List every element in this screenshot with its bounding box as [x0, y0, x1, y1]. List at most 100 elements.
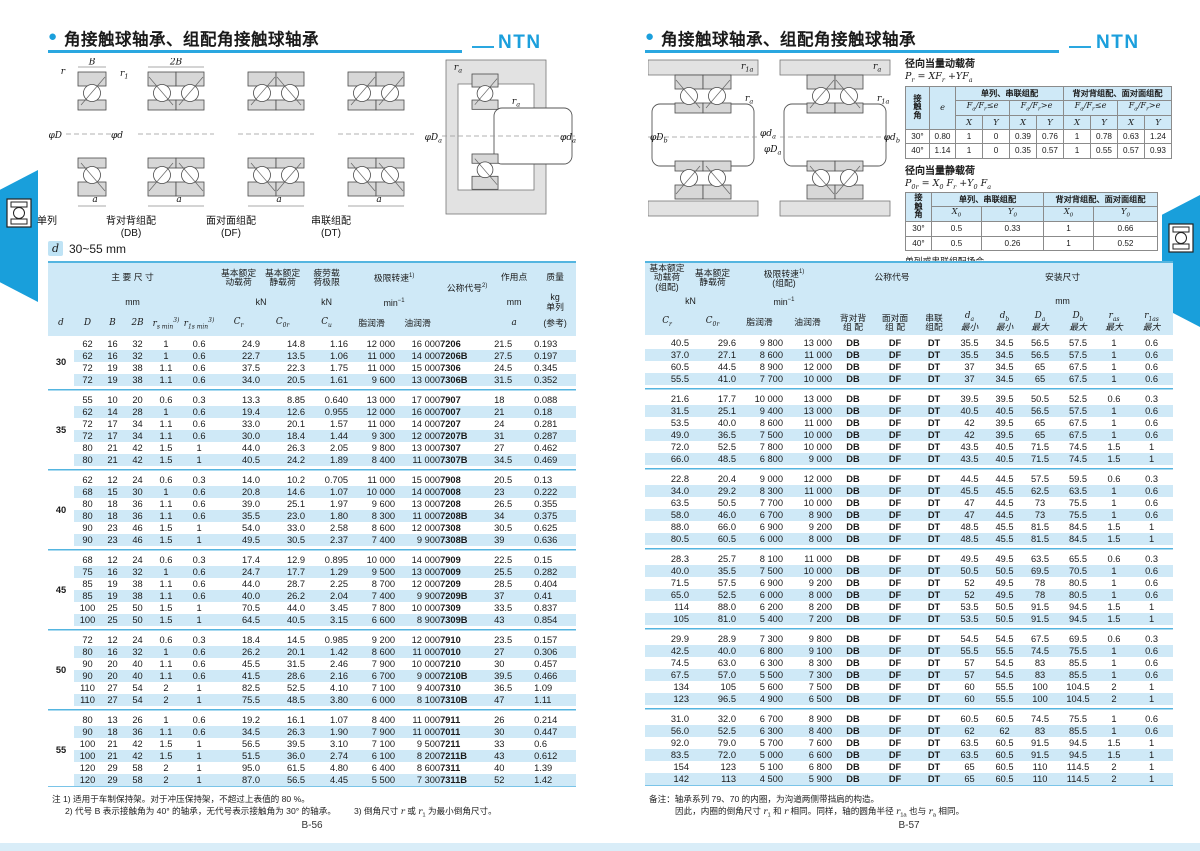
bearing-row: 58.0 46.0 6 700 8 900 DB DF DT 47 44.5 73 75.5 1 0.6 — [645, 509, 1174, 521]
bearing-row: 21.6 17.7 10 000 13 000 DB DF DT 39.5 39.5 50.5 52… — [670, 394, 1158, 404]
bore-diameter: 50 — [55, 665, 67, 675]
bearing-row: 120 29 58 2 1 87.0 56.5 4.45 5 500 7 300 7311B 52 1.… — [48, 774, 577, 787]
bearing-code: 7210B — [440, 671, 468, 681]
bearing-row: 90 18 36 1.1 0.6 34.5 26.3 1.90 7 900 11 000 7011 3… — [48, 726, 577, 738]
bearing-row: 90 23 46 1.5 1 49.5 30.5 2.37 7 400 9 900 7308B 39 0… — [48, 534, 577, 546]
bearing-row: 31.5 25.1 9 400 13 000 DB DF DT 40.5 40.5 56.5 57.… — [645, 405, 1174, 417]
svg-text:φDb​: φDb​ — [650, 133, 668, 145]
bearing-row: 42.5 40.0 6 800 9 100 DB DF DT 55.5 55.5 74.5 75.5… — [645, 645, 1174, 657]
bearing-row: 80 21 42 1.5 1 44.0 26.3 2.05 9 800 13 000 7307 27 0… — [82, 443, 558, 453]
title-rule — [645, 50, 1059, 53]
svg-text:ra​: ra​ — [745, 94, 753, 106]
brand-logo: NTN — [498, 32, 542, 53]
bottom-bar — [0, 843, 1200, 851]
bearing-code: 7011 — [440, 727, 461, 737]
svg-text:φd: φd — [111, 131, 123, 141]
bearing-row: 134 105 5 600 7 500 DB DF DT 60 55.5 100 104.5 2 1 — [673, 682, 1155, 692]
bearing-row: 34.0 29.2 8 300 11 000 DB DF DT 45.5 45.5 62.5 63.… — [645, 485, 1174, 497]
brand-logo: NTN — [1096, 32, 1140, 53]
bearing-row: 37.0 27.1 8 600 11 000 DB DF DT 35.5 34.5 56.5 57.… — [645, 349, 1174, 361]
bearing-icon — [1168, 223, 1194, 258]
mounting-diagrams: r1a​ ra​ φDb​ φda​ ra​ r1a​ φDa​ φdb​ — [648, 59, 900, 217]
bearing-row: 80 21 42 1.5 1 40.5 24.2 1.89 8 400 11 000 7307B 34… — [48, 454, 577, 466]
bearing-code: 7208B — [440, 511, 468, 521]
bearing-code: 7008 — [440, 487, 461, 497]
bearing-table-left: 主 要 尺 寸基本额定 动载荷 基本额定 静载荷 疲劳载 荷极限 极限转速1) 公称代号2) 作… — [48, 261, 577, 787]
bearing-row: 120 29 58 2 1 95.0 61.5 4.80 6 400 8 600 7311 40 1.3… — [79, 763, 553, 773]
footnotes-right: 备注：轴承系列 79、70 的内圈，为沟道两侧带挡肩的构造。 因此，内圈的倒角尺… — [649, 794, 965, 819]
bearing-row: 80 18 36 1.1 0.6 39.0 25.1 1.97 9 600 13 000 7208 2… — [82, 499, 558, 509]
bearing-row: 50 72 12 24 0.6 0.3 18.4 14.5 0.985 9 200 12 000 79… — [48, 634, 576, 675]
bearing-row: 72 17 34 1.1 0.6 30.0 18.4 1.44 9 300 12 000 7207B… — [48, 430, 577, 442]
bearing-code: 7210 — [440, 659, 461, 669]
bearing-code: 7309 — [440, 603, 461, 613]
svg-text:ra​: ra​ — [873, 62, 881, 74]
bearing-row: 90 20 40 1.1 0.6 45.5 31.5 2.46 7 900 10 000 7210 3… — [82, 659, 558, 669]
bearing-row: 80 16 32 1 0.6 26.2 20.1 1.42 8 600 11 000 7010 27 0… — [48, 646, 577, 658]
bearing-row: 100 25 50 1.5 1 64.5 40.5 3.15 6 600 8 900 7309B 43… — [48, 614, 577, 626]
static-load-formula: P0r = X0 Fr +Y0 Fa — [905, 177, 992, 191]
bearing-code: 7207B — [440, 431, 468, 441]
caption-df: 面对面组配 (DF) — [206, 216, 256, 239]
bearing-row: 90 20 40 1.1 0.6 41.5 28.6 2.16 6 700 9 000 7210B 3… — [48, 670, 577, 682]
bearing-code: 7307 — [440, 443, 461, 453]
svg-text:φD: φD — [48, 131, 62, 141]
page-title: 角接触球轴承、组配角接触球轴承 — [64, 31, 319, 49]
svg-text:r1a​: r1a​ — [877, 94, 889, 106]
bearing-row: 53.5 40.0 8 600 11 000 DB DF DT 42 39.5 65 67.5 1 0.… — [670, 418, 1158, 428]
bearing-row: 65.0 52.5 6 000 8 000 DB DF DT 52 49.5 78 80.5 1 0.6 — [645, 589, 1174, 601]
bearing-code: 7306B — [440, 375, 468, 385]
bearing-row: 80 18 36 1.1 0.6 35.5 23.0 1.80 8 300 11 000 7208B… — [48, 510, 577, 522]
bearing-row: 71.5 57.5 6 900 9 200 DB DF DT 52 49.5 78 80.5 1 0.6 — [670, 578, 1158, 588]
bearing-code: 7910 — [440, 635, 461, 645]
page-number-right: B-57 — [898, 820, 920, 831]
bearing-row: 123 96.5 4 900 6 500 DB DF DT 60 55.5 100 104.5 2 1 — [645, 693, 1174, 705]
footnotes-left: 注 1) 适用于车制保持架。对于冲压保持架，不超过上表值的 80 %。 2) 代… — [52, 794, 497, 819]
caption-dt: 串联组配 (DT) — [311, 216, 351, 239]
bearing-row: 29.9 28.9 7 300 9 800 DB DF DT 54.5 54.5 67.5 69.5… — [670, 634, 1158, 644]
bearing-row: 154 123 5 100 6 800 DB DF DT 65 60.5 110 114.5 2 1 — [673, 762, 1155, 772]
bearing-row: 40.5 29.6 9 800 13 000 DB DF DT 35.5 34.5 56.5 57.… — [670, 338, 1158, 348]
bearing-code: 7911 — [440, 715, 461, 725]
bearing-row: 80.5 60.5 6 000 8 000 DB DF DT 48.5 45.5 81.5 84.5… — [645, 533, 1174, 545]
bearing-code: 7306 — [440, 363, 461, 373]
bearing-row: 22.8 20.4 9 000 12 000 DB DF DT 44.5 44.5 57.5 59.… — [670, 474, 1158, 484]
bearing-code: 7310B — [440, 695, 468, 705]
bearing-code: 7310 — [440, 683, 461, 693]
svg-text:ra​: ra​ — [454, 63, 462, 75]
bearing-code: 7208 — [440, 499, 461, 509]
svg-text:φDa​: φDa​ — [425, 133, 443, 145]
caption-db: 背对背组配 (DB) — [106, 216, 156, 239]
svg-text:φda​: φda​ — [760, 129, 776, 141]
bearing-code: 7311B — [440, 775, 467, 785]
bearing-row: 40 62 12 24 0.6 0.3 14.0 10.2 0.705 11 000 15 000 7… — [48, 474, 576, 515]
bearing-row: 30 62 16 32 1 0.6 24.9 14.8 1.16 12 000 16 000 7206… — [48, 337, 576, 367]
left-edge-tab — [0, 170, 38, 302]
bearing-code: 7207 — [440, 419, 461, 429]
bearing-code: 7309B — [440, 615, 468, 625]
bearing-row: 100 21 42 1.5 1 56.5 39.5 3.10 7 100 9 500 7211 33 0… — [79, 739, 548, 749]
bearing-row: 62 14 28 1 0.6 19.4 12.6 0.955 12 000 16 000 7007 2… — [48, 406, 577, 418]
bearing-row: 90 23 46 1.5 1 54.0 33.0 2.58 8 600 12 000 7308 30.… — [82, 523, 558, 533]
dynamic-load-title: 径向当量动载荷 — [905, 59, 975, 70]
bore-diameter: 35 — [55, 425, 67, 435]
bearing-row: 62 16 32 1 0.6 22.7 13.5 1.06 11 000 14 000 7206B 2… — [48, 350, 577, 362]
bearing-code: 7209B — [440, 591, 468, 601]
bearing-row: 88.0 66.0 6 900 9 200 DB DF DT 48.5 45.5 81.5 84.5… — [670, 522, 1155, 532]
bearing-code: 7209 — [440, 579, 461, 589]
bearing-row: 142 113 4 500 5 900 DB DF DT 65 60.5 110 114.5 2 1 — [645, 773, 1174, 786]
bearing-row: 72 19 38 1.1 0.6 34.0 20.5 1.61 9 600 13 000 7306B… — [48, 374, 577, 386]
bearing-row: 28.3 25.7 8 100 11 000 DB DF DT 49.5 49.5 63.5 65.… — [670, 554, 1158, 564]
bearing-code: 7206 — [440, 339, 461, 349]
static-load-title: 径向当量静载荷 — [905, 165, 975, 177]
bearing-code: 7307B — [440, 455, 468, 465]
brand-dash — [472, 46, 494, 48]
equivalent-load-block: 径向当量动载荷 Pr = XFr +YFa 接触角 e 单列、串联组配 背对背组配、面… — [905, 52, 1177, 286]
bearing-row: 67.5 57.0 5 500 7 300 DB DF DT 57 54.5 83 85.5 1 0.6 — [645, 669, 1174, 681]
svg-text:φdb​: φdb​ — [884, 133, 900, 145]
bearing-row: 68 15 30 1 0.6 20.8 14.6 1.07 10 000 14 000 7008 23… — [48, 486, 577, 498]
bearing-code: 7009 — [440, 567, 461, 577]
bearing-row: 110 27 54 2 1 82.5 52.5 4.10 7 100 9 400 7310 36.5 1… — [80, 683, 553, 693]
bearing-row: 56.0 52.5 6 300 8 400 DB DF DT 62 62 83 85.5 1 0.6 — [645, 725, 1174, 737]
bearing-row: 63.5 50.5 7 700 10 000 DB DF DT 47 44.5 73 75.5 1 0.… — [670, 498, 1158, 508]
